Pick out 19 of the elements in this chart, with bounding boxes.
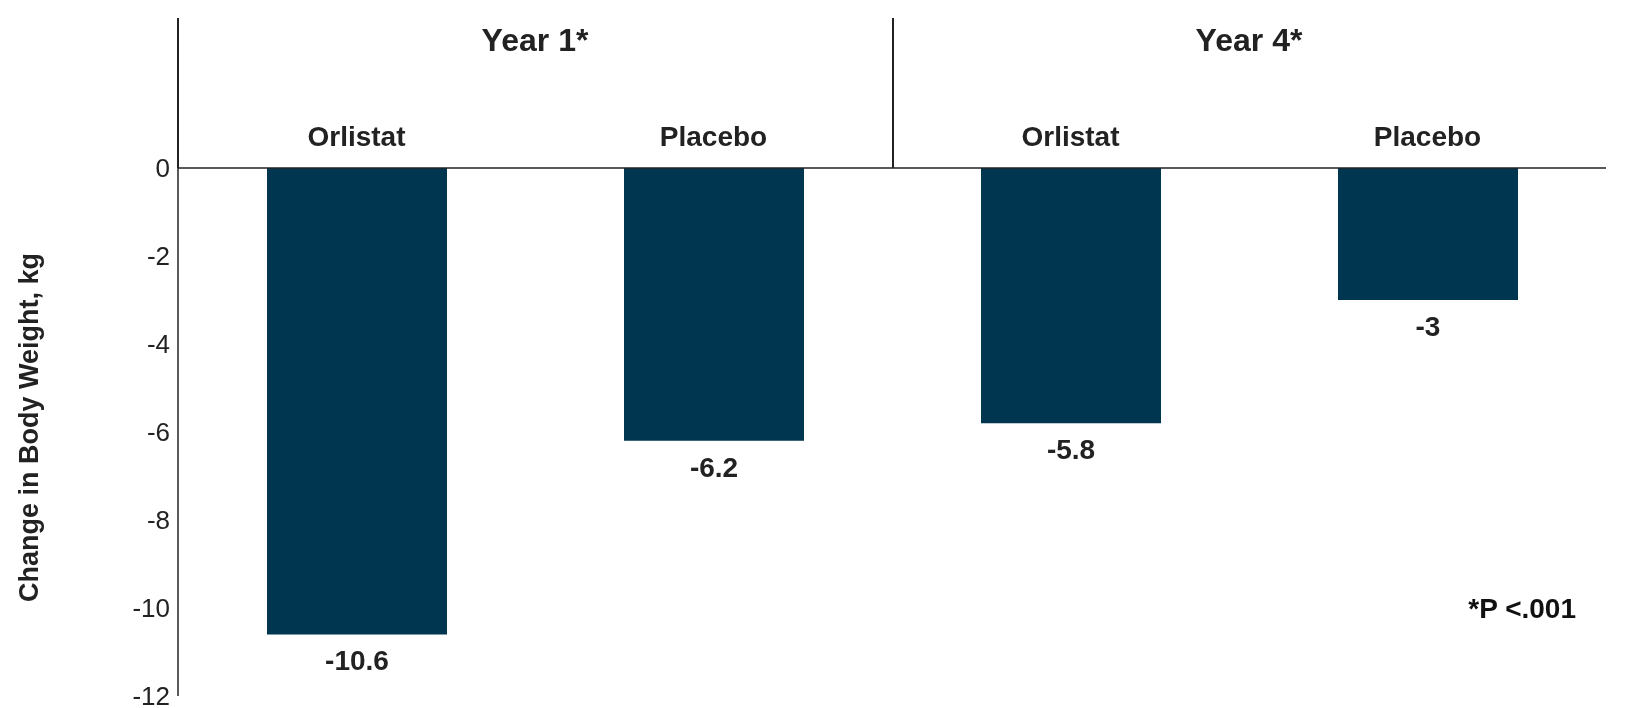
y-axis-title: Change in Body Weight, kg	[13, 252, 44, 602]
x-tick-label: Orlistat	[1021, 121, 1120, 152]
y-tick-label: 0	[155, 153, 170, 184]
annotation: *P <.001	[1468, 593, 1576, 625]
y-tick-label: -4	[146, 329, 170, 360]
data-label: -6.2	[689, 451, 739, 483]
data-label: -10.6	[325, 645, 389, 677]
text: Year 1*	[480, 22, 590, 59]
y-tick-label: -10	[132, 593, 170, 624]
text: Year 4*	[1194, 22, 1304, 59]
y-tick-label: -2	[146, 241, 170, 272]
y-tick-label: -8	[146, 505, 170, 536]
x-tick-label: Orlistat	[307, 121, 406, 152]
y-tick-label: -6	[146, 417, 170, 448]
data-label: -5.8	[1046, 434, 1096, 466]
x-tick-label: Placebo	[1373, 121, 1482, 152]
x-tick-label: Placebo	[659, 121, 768, 152]
data-label: -3	[1415, 311, 1441, 342]
y-tick-label: -12	[132, 681, 170, 708]
